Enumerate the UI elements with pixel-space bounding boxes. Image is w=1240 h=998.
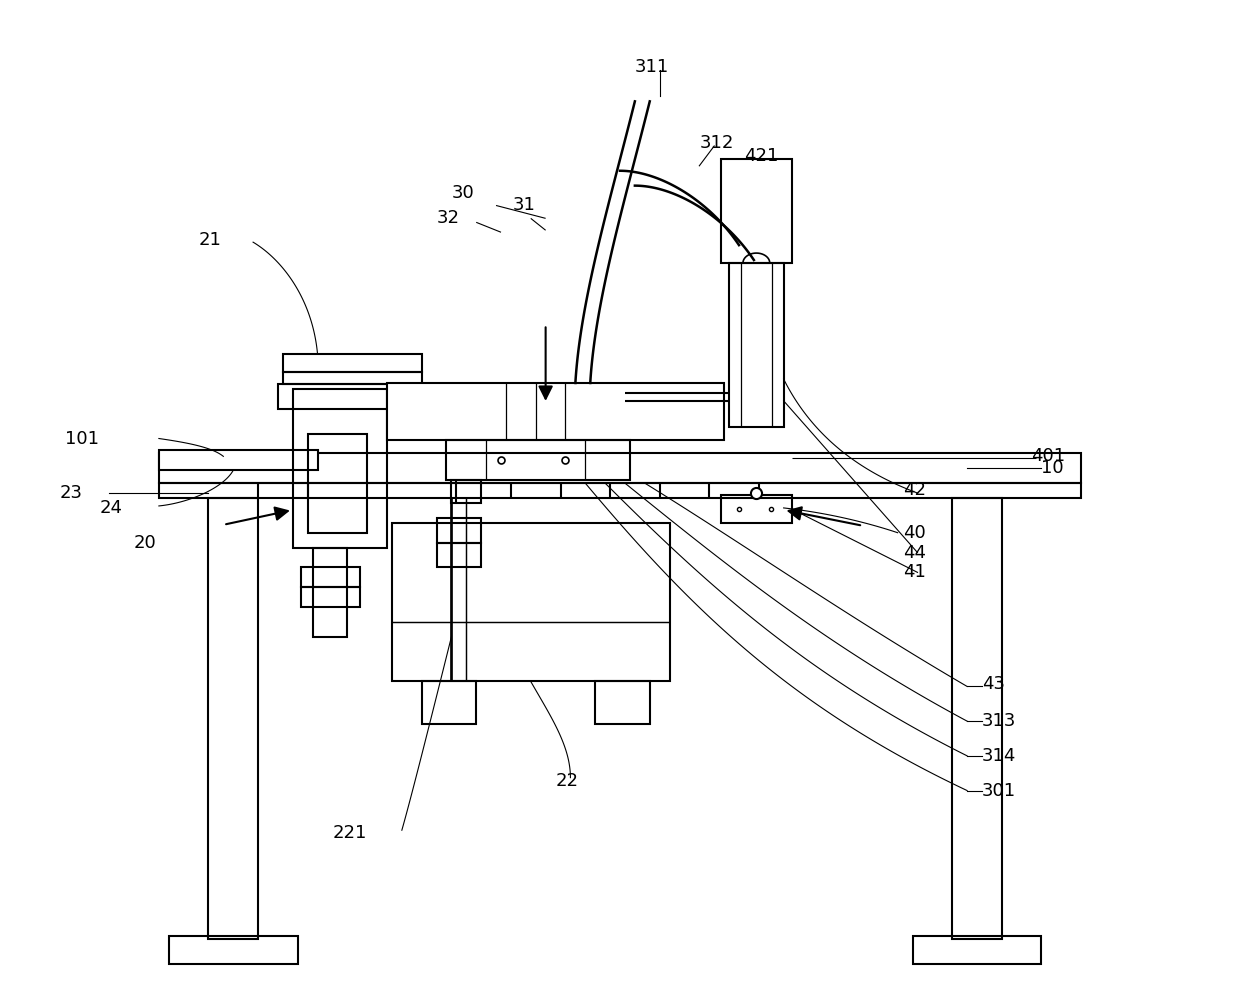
Text: 10: 10 <box>1042 459 1064 477</box>
Text: 41: 41 <box>903 564 925 582</box>
Text: 32: 32 <box>436 210 460 228</box>
Text: 40: 40 <box>903 524 925 542</box>
Bar <box>595 682 650 725</box>
Bar <box>208 498 258 939</box>
Bar <box>913 936 1042 964</box>
Bar <box>446 440 630 480</box>
Bar <box>278 384 427 409</box>
Bar <box>392 523 670 682</box>
Text: 23: 23 <box>60 484 83 502</box>
Bar <box>293 389 387 548</box>
Text: 312: 312 <box>699 134 734 152</box>
Text: 314: 314 <box>982 747 1017 764</box>
Text: 31: 31 <box>513 197 536 215</box>
Bar <box>159 483 1081 498</box>
Text: 22: 22 <box>556 771 579 789</box>
Bar <box>387 383 724 440</box>
Text: 313: 313 <box>982 713 1017 731</box>
Bar <box>312 548 347 637</box>
Bar <box>436 543 481 568</box>
Text: 24: 24 <box>99 499 123 517</box>
Bar <box>308 433 367 533</box>
Text: 101: 101 <box>64 429 99 447</box>
Bar <box>952 498 1002 939</box>
Text: 311: 311 <box>635 58 670 76</box>
Bar <box>451 480 481 503</box>
Bar <box>283 354 422 372</box>
Bar <box>722 159 791 263</box>
Bar <box>300 568 360 587</box>
Bar <box>169 936 298 964</box>
Bar <box>436 518 481 543</box>
Text: 44: 44 <box>903 544 925 562</box>
Text: 42: 42 <box>903 481 925 499</box>
Bar <box>729 263 784 426</box>
Bar <box>283 372 422 384</box>
Text: 221: 221 <box>332 824 367 842</box>
Bar <box>722 495 791 523</box>
Bar <box>159 453 1081 483</box>
Text: 401: 401 <box>1032 447 1065 465</box>
Bar <box>300 587 360 607</box>
Bar <box>422 682 476 725</box>
Bar <box>159 450 317 470</box>
Text: 21: 21 <box>198 232 222 250</box>
Text: 20: 20 <box>134 534 156 552</box>
Text: 30: 30 <box>451 184 474 202</box>
Text: 43: 43 <box>982 676 1004 694</box>
Text: 301: 301 <box>982 781 1016 799</box>
Text: 421: 421 <box>744 147 779 165</box>
